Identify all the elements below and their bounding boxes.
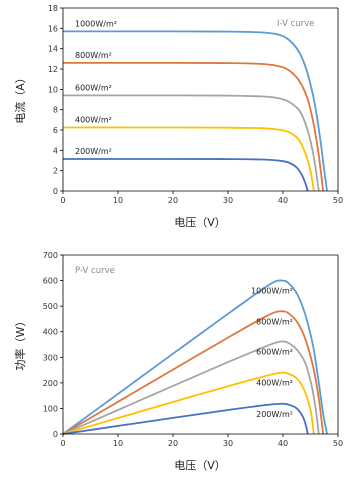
iv-x-tick-label: 30 — [223, 196, 233, 205]
pv-y-tick-label: 400 — [43, 328, 58, 337]
pv-x-tick-label: 10 — [113, 439, 123, 448]
pv-y-tick-label: 100 — [43, 404, 58, 413]
iv-series-line-1 — [63, 61, 324, 192]
pv-series-line-3 — [62, 371, 315, 435]
pv-axes — [60, 254, 339, 437]
iv-series-labels: 1000W/m² 800W/m² 600W/m² 400W/m² 200W/m² — [75, 19, 117, 156]
pv-y-axis-label: 功率（W） — [13, 316, 27, 371]
iv-series-line-3 — [62, 126, 315, 192]
iv-y-tick-label: 18 — [48, 4, 58, 13]
pv-series-labels: 1000W/m² 800W/m² 600W/m² 400W/m² 200W/m² — [251, 287, 293, 419]
iv-y-axis-label: 电流（A） — [13, 72, 27, 124]
pv-chart-title: P-V curve — [75, 266, 115, 276]
iv-x-axis-label: 电压（V） — [174, 216, 226, 229]
pv-x-tick-label: 40 — [278, 439, 288, 448]
pv-y-tick-label: 300 — [43, 353, 58, 362]
pv-y-tick-label: 500 — [43, 302, 58, 311]
iv-y-tick-label: 12 — [48, 65, 58, 74]
iv-chart-title: I-V curve — [277, 19, 314, 29]
iv-series-line-2 — [63, 94, 320, 192]
pv-series-label-3: 400W/m² — [256, 379, 293, 388]
iv-series-label-0: 1000W/m² — [75, 19, 117, 28]
pv-x-tick-label: 50 — [333, 439, 343, 448]
pv-series-line-2 — [62, 340, 320, 435]
iv-x-tick-label: 10 — [113, 196, 123, 205]
pv-series-label-4: 200W/m² — [256, 410, 293, 419]
iv-y-tick-label: 4 — [53, 146, 58, 155]
iv-x-tick-label: 40 — [278, 196, 288, 205]
iv-x-tick-label: 20 — [168, 196, 178, 205]
iv-series-label-1: 800W/m² — [75, 51, 112, 60]
iv-y-tick-label: 8 — [53, 106, 58, 115]
pv-y-tick-label: 200 — [43, 379, 58, 388]
pv-series-line-1 — [62, 310, 324, 435]
pv-series-line-4 — [62, 402, 309, 435]
pv-y-tick-label: 600 — [43, 277, 58, 286]
pv-series-label-0: 1000W/m² — [251, 287, 293, 296]
pv-y-tick-label: 700 — [43, 251, 58, 260]
pv-y-tick-label: 0 — [53, 430, 58, 439]
iv-axes — [60, 7, 339, 194]
iv-y-tick-label: 16 — [48, 24, 58, 33]
iv-y-tick-label: 10 — [48, 85, 58, 94]
iv-y-tick-label: 0 — [53, 187, 58, 196]
iv-series-group — [62, 30, 328, 192]
pv-series-label-2: 600W/m² — [256, 347, 293, 356]
iv-y-tick-label: 2 — [53, 167, 58, 176]
pv-series-group — [62, 279, 328, 435]
iv-series-label-3: 400W/m² — [75, 115, 112, 124]
iv-chart: 0 10 20 30 40 50 0 2 4 6 8 10 12 14 16 18 I-V curve 100… — [13, 4, 343, 229]
pv-series-label-1: 800W/m² — [256, 317, 293, 326]
pv-x-tick-label: 20 — [168, 439, 178, 448]
iv-tick-labels: 0 10 20 30 40 50 0 2 4 6 8 10 12 14 16 18 — [48, 4, 343, 205]
iv-series-line-4 — [63, 158, 309, 192]
iv-series-label-4: 200W/m² — [75, 147, 112, 156]
pv-x-tick-label: 0 — [60, 439, 65, 448]
pv-x-axis-label: 电压（V） — [174, 459, 226, 472]
iv-y-tick-label: 6 — [53, 126, 58, 135]
pv-series-line-0 — [62, 279, 328, 435]
iv-x-tick-label: 0 — [60, 196, 65, 205]
iv-series-line-0 — [62, 30, 328, 192]
pv-x-tick-label: 30 — [223, 439, 233, 448]
iv-x-tick-label: 50 — [333, 196, 343, 205]
iv-series-label-2: 600W/m² — [75, 83, 112, 92]
iv-y-tick-label: 14 — [48, 45, 58, 54]
